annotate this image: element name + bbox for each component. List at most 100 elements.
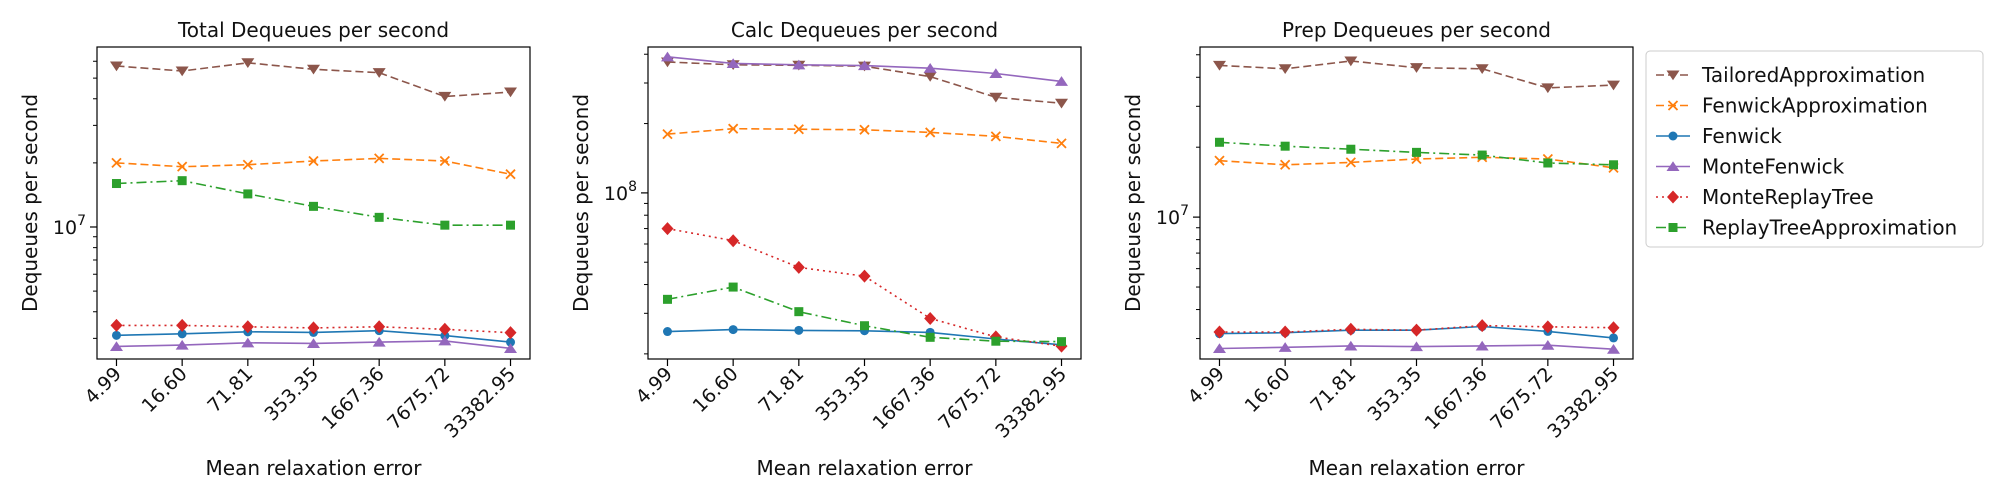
data-point (307, 338, 320, 348)
data-point (726, 58, 740, 68)
series-ReplayTreeApproximation (111, 176, 516, 230)
data-point (504, 87, 518, 98)
legend-entry: ReplayTreeApproximation (1656, 216, 1957, 240)
data-point (241, 320, 254, 334)
data-point (1609, 333, 1619, 343)
data-point (439, 155, 450, 167)
data-point (440, 220, 450, 230)
data-point (438, 335, 452, 346)
series-MonteReplayTree (110, 318, 517, 340)
data-point (506, 337, 516, 347)
data-point (1477, 150, 1487, 160)
chart-title: Prep Dequeues per second (1282, 18, 1551, 42)
legend-entry: Fenwick (1656, 124, 1782, 148)
data-point (110, 318, 123, 332)
data-point (1475, 340, 1489, 351)
data-point (1055, 76, 1069, 86)
x-tick-label: 16.60 (138, 363, 192, 417)
series-FenwickApproximation (111, 153, 516, 180)
data-point (1055, 98, 1069, 109)
data-point (1212, 343, 1226, 354)
y-axis-label: Dequeues per second (569, 94, 593, 312)
data-point (1280, 159, 1291, 170)
data-point (662, 327, 672, 337)
y-axis-label: Dequeues per second (18, 94, 42, 312)
data-point (728, 123, 739, 134)
data-point (858, 269, 871, 283)
data-point (175, 339, 189, 350)
data-point (1278, 64, 1292, 75)
legend-marker (1668, 223, 1678, 232)
data-point (1346, 144, 1356, 154)
data-point (1607, 80, 1621, 91)
x-tick-label: 353.35 (811, 363, 874, 426)
data-point (1410, 323, 1423, 337)
y-tick-label: 108 (604, 179, 637, 205)
data-point (1345, 157, 1356, 168)
series-MonteReplayTree (661, 222, 1068, 353)
data-point (242, 159, 253, 170)
data-point (1057, 337, 1067, 347)
plot-frame (647, 46, 1082, 360)
plot-frame (96, 46, 531, 360)
x-tick-label: 16.60 (1241, 363, 1295, 417)
legend-marker (1666, 70, 1680, 81)
data-point (374, 153, 385, 164)
x-tick-label: 4.99 (1184, 363, 1229, 408)
x-tick-label: 4.99 (632, 363, 677, 408)
data-point (1056, 138, 1067, 149)
chart-panel-1: Total Dequeues per second 107 4.99 16.60 71.… (18, 18, 531, 480)
series-TailoredApproximation (1212, 56, 1621, 94)
data-point (794, 307, 804, 317)
x-tick-label: 1667.36 (1421, 363, 1492, 434)
data-point (991, 336, 1001, 346)
data-point (728, 282, 738, 292)
data-point (438, 91, 452, 102)
data-point (1410, 341, 1423, 352)
series-MonteFenwick (109, 335, 518, 353)
data-point (109, 61, 123, 72)
data-point (504, 343, 518, 353)
data-point (1344, 56, 1358, 67)
data-point (309, 201, 318, 211)
y-minor-ticks (1196, 54, 1200, 340)
legend-entry: TailoredApproximation (1656, 63, 1925, 87)
x-axis-label: Mean relaxation error (206, 456, 423, 480)
data-point (1541, 339, 1555, 350)
data-point (1607, 321, 1620, 335)
legend-entry: FenwickApproximation (1656, 94, 1928, 118)
data-point (109, 341, 123, 351)
data-point (308, 155, 319, 167)
chart-title: Total Dequeues per second (177, 18, 449, 42)
data-point (1541, 320, 1554, 334)
data-point (241, 337, 255, 348)
x-tick-label: 33382.95 (1543, 363, 1623, 443)
data-point (1543, 158, 1553, 168)
data-point (241, 58, 255, 69)
plot-frame (1199, 46, 1634, 360)
data-point (925, 127, 936, 138)
data-point (793, 124, 804, 135)
data-point (1412, 147, 1421, 157)
data-point (1214, 155, 1225, 166)
legend-marker (1667, 100, 1679, 111)
data-point (307, 321, 320, 335)
x-tick-label: 33382.95 (991, 363, 1071, 443)
legend-label: ReplayTreeApproximation (1702, 216, 1957, 240)
data-point (372, 336, 386, 347)
x-tick-label: 353.35 (1363, 363, 1426, 426)
data-point (372, 68, 386, 78)
data-point (662, 294, 672, 304)
x-tick-label: 1667.36 (869, 363, 940, 434)
x-tick-label: 4.99 (81, 363, 126, 408)
data-point (177, 329, 187, 339)
y-axis-label: Dequeues per second (1121, 94, 1145, 312)
series-ReplayTreeApproximation (1214, 137, 1619, 170)
series-MonteFenwick (660, 51, 1069, 86)
x-tick-label: 71.81 (203, 363, 257, 417)
data-point (1410, 63, 1423, 73)
data-point (1541, 83, 1555, 94)
data-point (923, 72, 937, 82)
legend: TailoredApproximation FenwickApproximatio… (1645, 50, 1984, 248)
